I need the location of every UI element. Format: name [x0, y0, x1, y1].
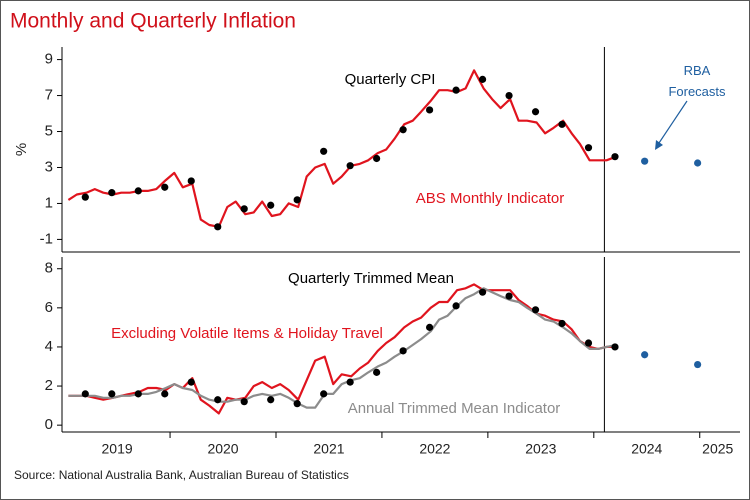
- data-point: [373, 154, 381, 163]
- y-tick-label: 4: [45, 338, 53, 355]
- data-point: [505, 91, 513, 100]
- data-point: [320, 147, 328, 155]
- data-point: [134, 187, 142, 195]
- x-tick-label: 2023: [525, 441, 556, 457]
- data-point: [558, 120, 566, 128]
- x-tick-label: 2022: [419, 441, 450, 457]
- data-point: [426, 106, 434, 114]
- series-label: ABS Monthly Indicator: [416, 190, 564, 207]
- data-point: [694, 360, 702, 369]
- chart-title: Monthly and Quarterly Inflation: [10, 10, 296, 33]
- data-point: [584, 339, 593, 347]
- data-point: [641, 351, 649, 359]
- y-tick-label: 5: [45, 122, 53, 139]
- data-point: [452, 302, 460, 310]
- data-point: [641, 157, 649, 165]
- series-label: Quarterly CPI: [345, 71, 436, 88]
- data-point: [531, 306, 540, 314]
- data-point: [267, 201, 275, 209]
- data-point: [108, 189, 116, 197]
- data-point: [240, 205, 248, 213]
- y-tick-label: 9: [45, 51, 53, 68]
- data-point: [214, 396, 222, 404]
- data-point: [108, 390, 116, 398]
- data-point: [399, 347, 407, 355]
- annotation-arrow: [656, 100, 688, 147]
- data-point: [293, 400, 301, 408]
- data-point: [346, 162, 354, 170]
- data-point: [452, 86, 460, 94]
- data-point: [426, 323, 434, 331]
- data-point: [399, 126, 407, 134]
- x-tick-label: 2019: [102, 441, 133, 457]
- data-point: [240, 398, 248, 406]
- series-label: RBA Forecasts: [668, 63, 726, 99]
- data-point: [161, 390, 169, 398]
- x-tick-label: 2021: [313, 441, 344, 457]
- y-tick-label: 2: [45, 377, 53, 394]
- y-tick-label: 7: [45, 87, 53, 104]
- data-point: [478, 288, 487, 296]
- data-point: [478, 75, 487, 83]
- x-tick-label: 2024: [631, 441, 662, 457]
- data-point: [187, 177, 195, 185]
- data-point: [134, 390, 142, 398]
- y-tick-label: 3: [45, 158, 53, 175]
- x-tick-label: 2025: [702, 441, 733, 457]
- series-label: Quarterly Trimmed Mean: [288, 270, 454, 287]
- data-point: [81, 193, 89, 201]
- data-point: [161, 183, 169, 191]
- line-series: [67, 69, 617, 228]
- data-point: [531, 108, 540, 116]
- y-tick-label: 6: [45, 299, 53, 316]
- y-tick-label: 0: [45, 416, 53, 433]
- data-point: [373, 368, 381, 376]
- data-point: [611, 153, 619, 161]
- data-point: [694, 159, 702, 167]
- y-tick-label: 1: [45, 194, 53, 211]
- data-point: [187, 378, 195, 386]
- data-point: [505, 292, 513, 300]
- data-point: [267, 396, 275, 404]
- y-axis-label: %: [13, 143, 30, 156]
- source-note: Source: National Australia Bank, Austral…: [14, 468, 349, 482]
- data-point: [320, 390, 328, 398]
- data-point: [346, 378, 354, 386]
- data-point: [214, 223, 222, 231]
- line-series: [68, 287, 617, 409]
- y-tick-label: -1: [40, 230, 53, 247]
- y-tick-label: 8: [45, 260, 53, 277]
- data-point: [558, 319, 566, 328]
- series-label: Excluding Volatile Items & Holiday Trave…: [111, 325, 383, 342]
- arrow-head: [655, 140, 663, 150]
- series-label: Annual Trimmed Mean Indicator: [348, 400, 561, 417]
- x-tick-label: 2020: [207, 441, 238, 457]
- data-point: [293, 196, 301, 204]
- data-point: [584, 144, 593, 152]
- line-series: [68, 283, 617, 415]
- data-point: [611, 343, 619, 351]
- data-point: [81, 390, 89, 398]
